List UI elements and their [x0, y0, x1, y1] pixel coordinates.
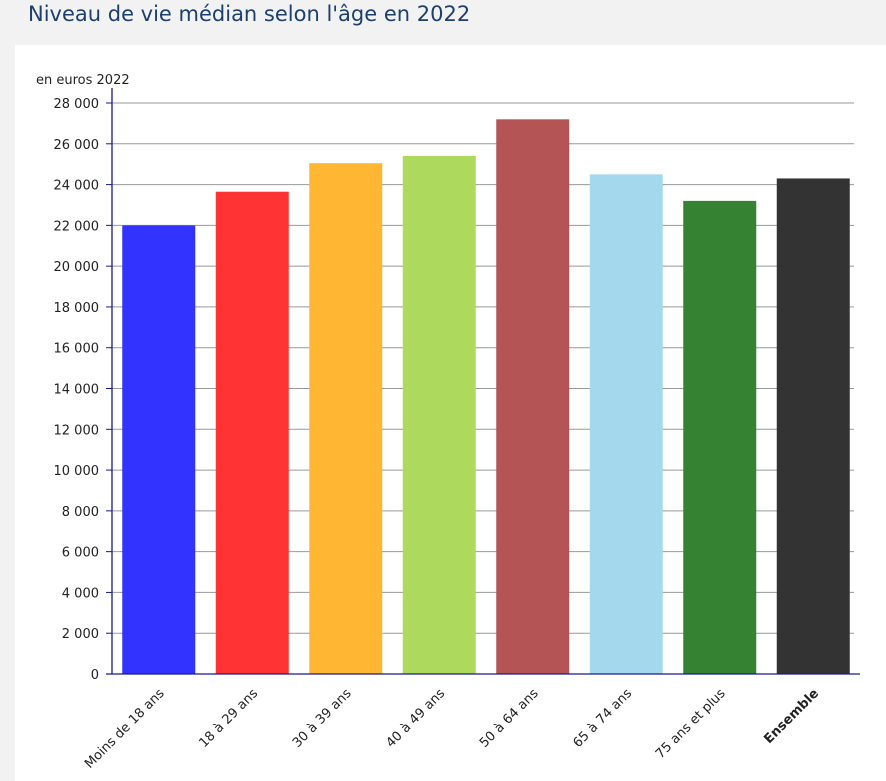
y-axis-unit-label: en euros 2022	[36, 73, 130, 88]
bar-5	[589, 174, 663, 674]
y-tick-label: 24 000	[54, 179, 100, 194]
x-category-label: 30 à 39 ans	[290, 686, 355, 751]
x-category-label: 40 à 49 ans	[383, 686, 448, 751]
y-tick-label: 10 000	[54, 464, 100, 479]
y-tick-label: 22 000	[54, 219, 100, 234]
y-tick-label: 8 000	[62, 505, 99, 520]
y-tick-label: 6 000	[62, 546, 99, 561]
bar-2	[309, 163, 383, 674]
y-tick-label: 12 000	[54, 423, 100, 438]
x-category-label: Moins de 18 ans	[82, 686, 168, 772]
y-tick-label: 16 000	[54, 342, 100, 357]
y-tick-label: 0	[91, 668, 99, 683]
y-tick-label: 2 000	[62, 627, 99, 642]
x-category-label: 50 à 64 ans	[477, 686, 542, 751]
y-tick-label: 14 000	[54, 383, 100, 398]
y-tick-label: 26 000	[54, 138, 100, 153]
bar-6	[683, 200, 757, 674]
bar-1	[215, 191, 289, 674]
bar-3	[402, 156, 476, 674]
y-tick-label: 18 000	[54, 301, 100, 316]
x-category-label: 75 ans et plus	[653, 686, 729, 762]
bar-4	[496, 119, 570, 675]
bar-7	[776, 178, 850, 675]
x-category-label: 65 à 74 ans	[570, 686, 635, 751]
y-tick-label: 4 000	[62, 586, 99, 601]
x-category-label: Ensemble	[761, 686, 822, 747]
bar-0	[122, 225, 196, 674]
page-title: Niveau de vie médian selon l'âge en 2022	[28, 2, 471, 26]
y-tick-label: 20 000	[54, 260, 100, 275]
x-category-label: 18 à 29 ans	[196, 686, 261, 751]
y-tick-label: 28 000	[54, 97, 100, 112]
